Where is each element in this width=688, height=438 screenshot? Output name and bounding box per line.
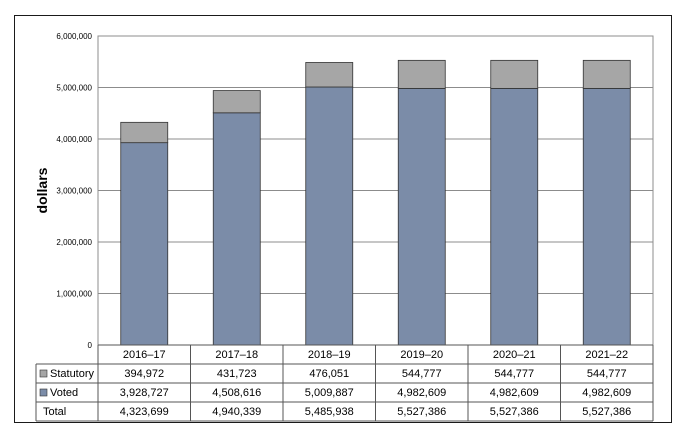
table-cell: 4,323,699	[120, 406, 169, 418]
y-tick-label: 2,000,000	[56, 238, 92, 247]
category-label: 2020–21	[493, 349, 536, 361]
category-label: 2019–20	[400, 349, 443, 361]
y-tick-label: 0	[88, 341, 93, 350]
bar-voted-0	[120, 142, 169, 346]
row-label: Total	[43, 406, 66, 418]
y-tick-label: 5,000,000	[56, 84, 92, 93]
legend-swatch	[39, 388, 48, 397]
bar-voted-2	[305, 86, 354, 346]
row-label: Statutory	[50, 368, 95, 380]
bar-statutory-5	[582, 59, 631, 89]
bar-statutory-0	[120, 121, 169, 144]
y-tick-label: 3,000,000	[56, 187, 92, 196]
table-cell: 4,982,609	[397, 387, 446, 399]
table-cell: 544,777	[402, 368, 442, 380]
bar-statutory-2	[305, 62, 354, 88]
table-cell: 394,972	[124, 368, 164, 380]
category-label: 2018–19	[308, 349, 351, 361]
table-cell: 4,508,616	[212, 387, 261, 399]
bar-statutory-3	[397, 59, 446, 89]
table-cell: 4,940,339	[212, 406, 261, 418]
bar-voted-5	[582, 87, 631, 346]
category-label: 2021–22	[585, 349, 628, 361]
table-cell: 5,527,386	[582, 406, 631, 418]
y-tick-label: 4,000,000	[56, 135, 92, 144]
table-cell: 4,982,609	[582, 387, 631, 399]
category-label: 2017–18	[215, 349, 258, 361]
y-axis-title: dollars	[34, 167, 50, 213]
bar-voted-3	[397, 87, 446, 346]
legend-swatch	[39, 369, 48, 378]
table-cell: 544,777	[587, 368, 627, 380]
row-label: Voted	[50, 387, 78, 399]
bar-statutory-4	[490, 59, 539, 89]
y-tick-label: 6,000,000	[56, 32, 92, 41]
table-cell: 5,527,386	[397, 406, 446, 418]
y-tick-label: 1,000,000	[56, 290, 92, 299]
bar-statutory-1	[212, 90, 261, 114]
chart-frame	[14, 15, 672, 423]
category-label: 2016–17	[123, 349, 166, 361]
table-cell: 476,051	[309, 368, 349, 380]
bar-voted-1	[212, 112, 261, 346]
bar-voted-4	[490, 87, 539, 346]
table-cell: 5,485,938	[305, 406, 354, 418]
table-cell: 4,982,609	[490, 387, 539, 399]
table-cell: 5,527,386	[490, 406, 539, 418]
table-cell: 5,009,887	[305, 387, 354, 399]
table-cell: 544,777	[494, 368, 534, 380]
table-cell: 431,723	[217, 368, 257, 380]
table-cell: 3,928,727	[120, 387, 169, 399]
